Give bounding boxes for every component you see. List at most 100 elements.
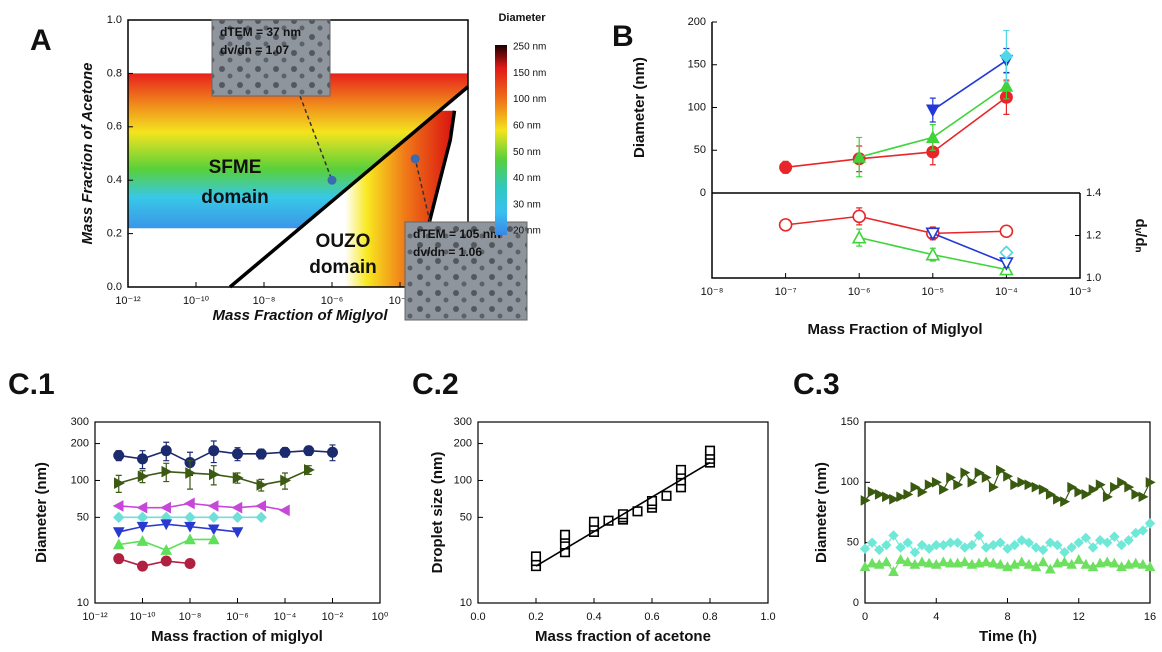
- x-tick-label: 10⁻³: [1069, 286, 1091, 298]
- point: [1109, 531, 1120, 542]
- point: [960, 467, 971, 479]
- panel-label: C.3: [793, 368, 840, 401]
- point: [959, 556, 971, 567]
- point: [1080, 532, 1092, 544]
- point: [926, 145, 940, 159]
- point: [953, 479, 964, 491]
- point: [910, 481, 921, 493]
- point: [1137, 558, 1149, 569]
- point: [852, 150, 867, 163]
- point: [113, 511, 125, 524]
- point: [859, 543, 871, 554]
- point: [1088, 484, 1099, 495]
- y-tick-label: 0.4: [107, 174, 122, 186]
- region-label: SFME: [209, 157, 262, 178]
- x-tick-label: 10⁻¹²: [115, 295, 141, 307]
- y-tick-label: 100: [454, 474, 472, 486]
- series-line: [785, 96, 1007, 169]
- series-line: [118, 557, 191, 567]
- point: [999, 79, 1014, 92]
- point: [280, 474, 292, 487]
- point: [874, 489, 885, 500]
- point: [867, 486, 878, 498]
- y-axis-title: Diameter (nm): [813, 462, 830, 563]
- point: [896, 491, 907, 503]
- x-tick-label: 1.0: [760, 611, 775, 623]
- y-tick-label: 100: [841, 476, 859, 488]
- x-tick-label: 10⁻⁷: [775, 286, 797, 298]
- x-tick-label: 8: [1004, 611, 1010, 623]
- point: [945, 537, 956, 548]
- point: [1145, 476, 1156, 488]
- point: [925, 130, 940, 144]
- point: [981, 472, 992, 483]
- axis-frame: [711, 22, 1081, 279]
- point: [231, 511, 244, 524]
- point: [852, 209, 867, 224]
- y2-tick-label: 1.0: [1086, 272, 1101, 284]
- point: [987, 557, 999, 568]
- sample-point: [410, 154, 420, 164]
- series-line: [932, 232, 1007, 264]
- point: [902, 537, 913, 548]
- point: [1024, 479, 1035, 491]
- point: [952, 537, 963, 548]
- point: [1131, 489, 1142, 500]
- y-tick-label: 0.8: [107, 67, 122, 79]
- point: [256, 479, 268, 491]
- point: [112, 527, 125, 539]
- point: [207, 533, 220, 545]
- point: [1010, 479, 1021, 491]
- x-tick-label: 4: [933, 611, 939, 623]
- point: [1053, 493, 1063, 505]
- point: [160, 445, 172, 457]
- point: [1109, 557, 1120, 568]
- point: [917, 486, 928, 498]
- x-tick-label: 10⁻⁵: [921, 286, 944, 298]
- point: [661, 490, 672, 501]
- point: [1094, 535, 1106, 546]
- region-label: domain: [309, 257, 377, 278]
- point: [916, 556, 928, 567]
- point: [112, 500, 124, 512]
- point: [999, 224, 1014, 239]
- point: [1052, 557, 1063, 568]
- point: [160, 501, 171, 514]
- x-tick-label: 10⁻⁴: [274, 611, 297, 623]
- point: [966, 539, 978, 551]
- point: [931, 476, 942, 488]
- point: [136, 453, 149, 465]
- point: [1016, 556, 1028, 567]
- point: [137, 470, 149, 483]
- point: [1102, 537, 1113, 548]
- y2-tick-label: 1.2: [1086, 229, 1101, 241]
- point: [114, 477, 125, 490]
- x-tick-label: 10⁻⁶: [848, 286, 871, 298]
- point: [1073, 554, 1085, 564]
- x-axis-title: Mass fraction of acetone: [535, 628, 711, 645]
- point: [1123, 558, 1134, 569]
- y-tick-label: 0: [853, 597, 859, 609]
- y-tick-label: 50: [77, 511, 89, 523]
- colorbar-label: 250 nm: [513, 42, 546, 53]
- y-tick-label: 200: [454, 437, 472, 449]
- point: [255, 448, 267, 460]
- point: [1017, 476, 1028, 488]
- point: [881, 556, 892, 567]
- point: [973, 557, 985, 568]
- point: [209, 468, 220, 481]
- x-tick-label: 10⁻⁴: [995, 286, 1018, 298]
- point: [1030, 561, 1042, 572]
- inset-text: dTEM = 105 nm: [413, 227, 501, 241]
- tem-inset: [211, 19, 331, 97]
- point: [1080, 558, 1092, 569]
- point: [304, 464, 315, 476]
- point: [966, 558, 978, 569]
- point: [530, 551, 542, 562]
- point: [860, 495, 871, 506]
- point: [231, 527, 244, 539]
- x-tick-label: 10⁻¹²: [82, 611, 108, 623]
- x-axis-title: Mass fraction of miglyol: [151, 628, 323, 645]
- x-axis-title: Mass Fraction of Miglyol: [807, 321, 982, 338]
- point: [923, 543, 935, 554]
